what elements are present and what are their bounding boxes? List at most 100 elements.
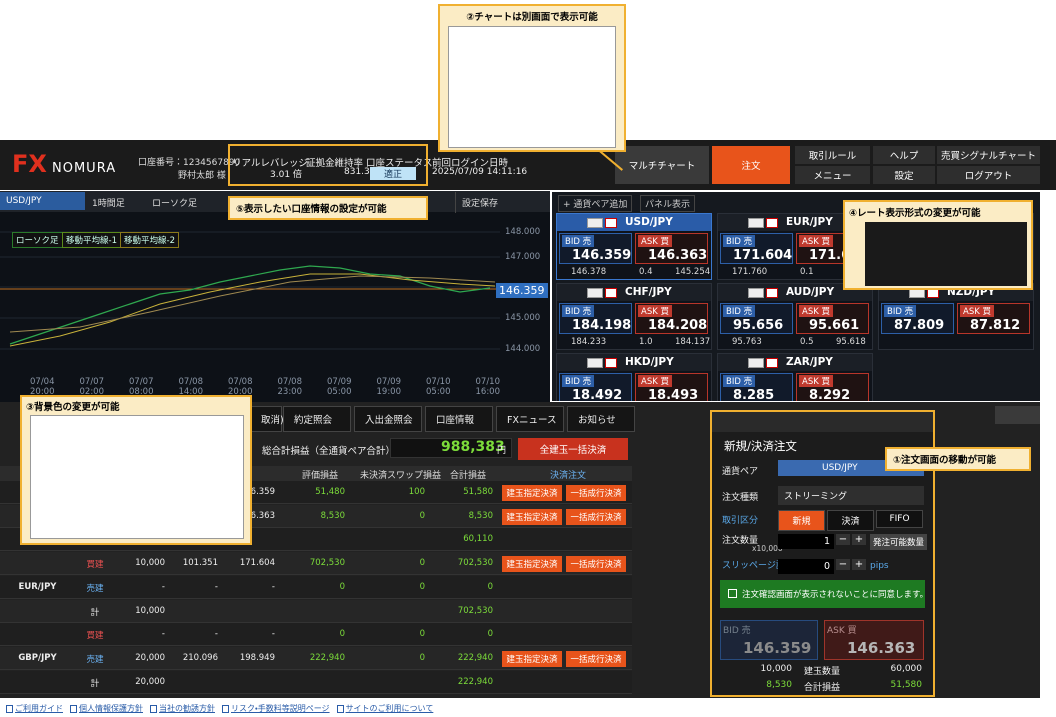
qty-input[interactable]: 1 (778, 534, 834, 549)
pair-select[interactable]: USD/JPY (0, 192, 85, 210)
cell-swap: 0 (419, 558, 425, 569)
cell-total: 51,580 (463, 487, 493, 497)
header-button[interactable]: 取引ルール (795, 146, 870, 164)
qty-plus[interactable]: + (852, 534, 866, 545)
summary-unit: 円 (497, 446, 507, 456)
add-pair[interactable]: + 通貨ペア追加 (558, 195, 633, 212)
spread: 0.5 (800, 337, 814, 347)
bid-box: BID 売 8.285 (720, 373, 793, 401)
header-button[interactable]: メニュー (795, 166, 870, 184)
footer-link[interactable]: ご利用ガイド (15, 704, 63, 713)
footer-link[interactable]: サイトのご利用について (345, 704, 434, 713)
type-select[interactable]: ストリーミング (778, 486, 924, 505)
qty-minus[interactable]: − (836, 534, 850, 545)
header-button[interactable]: 注文 (712, 146, 790, 184)
order-label: 注文種類 (722, 493, 759, 503)
rate-panel: ZAR/JPY BID 売 8.285 ASK 買 8.292 (717, 353, 873, 401)
ask-label: ASK 買 (827, 626, 857, 636)
table-row (0, 552, 632, 576)
flag (587, 288, 603, 298)
ask-value: 146.363 (648, 248, 708, 263)
link-icon (150, 705, 157, 713)
kind-button[interactable]: 決済 (827, 510, 874, 531)
style-select[interactable]: ローソク足 (152, 199, 198, 209)
bid-value: 146.359 (572, 248, 632, 263)
row-action[interactable]: 一括成行決済 (566, 508, 626, 525)
tab[interactable]: 口座情報 (425, 406, 493, 432)
row-action[interactable]: 建玉指定決済 (502, 650, 562, 667)
tab[interactable]: FXニュース (496, 406, 564, 432)
ask-box: ASK 買 95.661 (796, 303, 869, 334)
header-button[interactable]: ログアウト (937, 166, 1040, 184)
footer-link[interactable]: リスク・手数料等説明ページ (231, 704, 330, 713)
header-button[interactable]: 設定 (873, 166, 935, 184)
x-label-date: 07/10 (475, 377, 501, 387)
slip-plus[interactable]: + (852, 559, 866, 570)
x-label-date: 07/08 (228, 377, 253, 387)
order-bid[interactable]: BID 売 146.359 (720, 620, 818, 660)
x-label-time: 20:00 (30, 387, 55, 397)
tab[interactable]: お知らせ (567, 406, 635, 432)
header-button[interactable]: ヘルプ (873, 146, 935, 164)
x-label-time: 08:00 (129, 387, 154, 397)
x-label-date: 07/10 (426, 377, 451, 387)
row-action[interactable]: 一括成行決済 (566, 556, 626, 573)
bid-value: 87.809 (894, 318, 945, 333)
cell-total: 702,530 (457, 605, 493, 616)
logo-fx: FX (12, 150, 47, 178)
callout-5-frame (228, 144, 428, 186)
link-icon (70, 705, 77, 713)
bid-label: BID 売 (723, 305, 756, 317)
tab[interactable]: 約定照会 (283, 406, 351, 432)
x-label-time: 19:00 (376, 387, 402, 397)
cell-total: 222,940 (457, 676, 493, 687)
info-label: 証拠金維持率 (306, 158, 364, 169)
kind-button[interactable]: FIFO (876, 510, 923, 528)
ask-value: 8.292 (809, 388, 851, 401)
cell-swap: 0 (419, 652, 425, 663)
x-label-time: 14:00 (178, 387, 204, 397)
cell-swap: 100 (408, 487, 425, 497)
row-action[interactable]: 建玉指定決済 (502, 556, 562, 573)
row-action[interactable]: 建玉指定決済 (502, 485, 562, 501)
row-action[interactable]: 一括成行決済 (566, 485, 626, 501)
order-label: 取引区分 (722, 516, 759, 526)
callout-text: ④レート表示形式の変更が可能 (849, 205, 981, 219)
slip-minus[interactable]: − (836, 559, 850, 570)
rate-panel: HKD/JPY BID 売 18.492 ASK 買 18.493 (556, 353, 712, 401)
table-row (0, 575, 632, 599)
x-label-time: 16:00 (475, 387, 501, 397)
row-action[interactable]: 一括成行決済 (566, 650, 626, 667)
tab[interactable]: 取消) (250, 406, 284, 432)
footer-link[interactable]: 個人情報保護方針 (79, 704, 143, 713)
header-button[interactable]: マルチチャート (615, 146, 709, 184)
table-row (0, 599, 632, 623)
order-ask[interactable]: ASK 買 146.363 (824, 620, 924, 660)
table-header: 合計損益 (450, 471, 487, 481)
bid-value: 8.285 (733, 388, 775, 401)
tab[interactable]: 入出金照会 (354, 406, 422, 432)
save-button[interactable]: 設定保存 (455, 192, 504, 213)
max-qty[interactable]: 発注可能数量 (870, 534, 928, 550)
agree-box[interactable]: 注文確認画面が表示されないことに同意します。 (720, 580, 928, 608)
row-action[interactable]: 建玉指定決済 (502, 508, 562, 525)
button-label: 売買シグナルチャート (941, 151, 1036, 162)
period-select[interactable]: 1時間足 (92, 199, 125, 209)
cell-qty: 20,000 (135, 652, 165, 663)
legend-item: 移動平均線-2 (120, 232, 179, 248)
pnl-label: 合計損益 (804, 683, 841, 693)
slip-input[interactable]: 0 (778, 559, 834, 574)
cell-swap: 0 (419, 510, 425, 521)
panel-view[interactable]: パネル表示 (640, 195, 696, 212)
x-label-date: 07/08 (277, 377, 303, 387)
link-icon (6, 705, 13, 713)
close-all[interactable]: 全建玉一括決済 (518, 438, 628, 460)
button-label: マルチチャート (628, 161, 696, 172)
pnl: 51,580 (890, 680, 923, 690)
cell-total: 0 (487, 629, 493, 640)
footer-link[interactable]: 当社の勧誘方針 (159, 704, 215, 713)
collapse-button (995, 406, 1040, 424)
header-button[interactable]: 売買シグナルチャート (937, 146, 1040, 164)
flag (766, 218, 778, 228)
kind-button[interactable]: 新規 (778, 510, 825, 531)
